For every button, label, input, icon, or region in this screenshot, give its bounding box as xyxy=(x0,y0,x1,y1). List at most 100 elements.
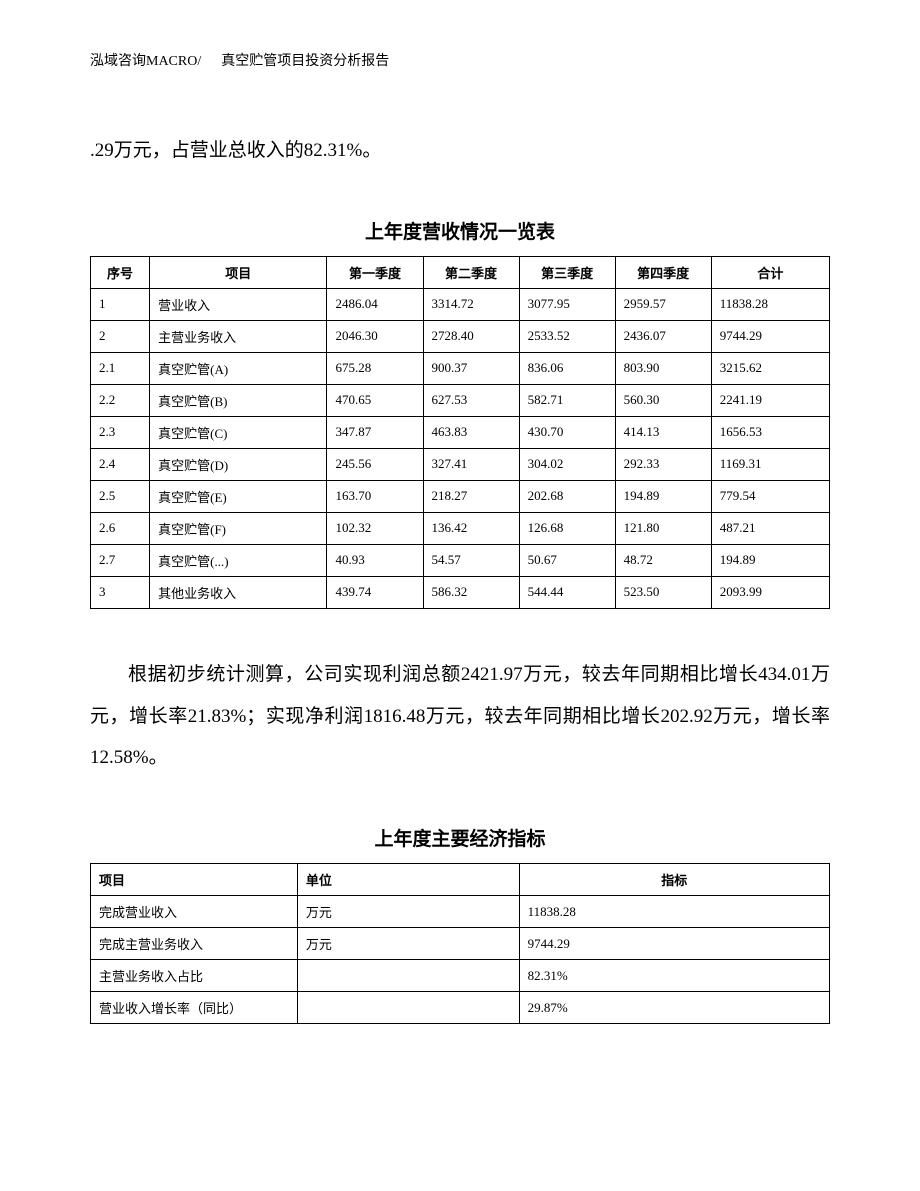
table1-title: 上年度营收情况一览表 xyxy=(90,217,830,244)
table-cell: 29.87% xyxy=(519,992,829,1024)
table-cell: 82.31% xyxy=(519,960,829,992)
table-row: 2主营业务收入2046.302728.402533.522436.079744.… xyxy=(91,320,830,352)
table-cell: 真空贮管(D) xyxy=(150,448,327,480)
table-cell: 万元 xyxy=(297,928,519,960)
table-cell: 1656.53 xyxy=(711,416,829,448)
table-cell: 304.02 xyxy=(519,448,615,480)
header-doc-title: 真空贮管项目投资分析报告 xyxy=(221,50,389,70)
col-q1: 第一季度 xyxy=(327,256,423,288)
table-cell: 40.93 xyxy=(327,544,423,576)
col-item: 项目 xyxy=(150,256,327,288)
table-cell: 48.72 xyxy=(615,544,711,576)
table-cell: 586.32 xyxy=(423,576,519,608)
col-unit: 单位 xyxy=(297,864,519,896)
table-cell: 3 xyxy=(91,576,150,608)
table-cell: 439.74 xyxy=(327,576,423,608)
table-cell: 2.6 xyxy=(91,512,150,544)
table-cell: 2.2 xyxy=(91,384,150,416)
col-indicator: 指标 xyxy=(519,864,829,896)
table-cell: 2533.52 xyxy=(519,320,615,352)
col-q2: 第二季度 xyxy=(423,256,519,288)
table-cell: 2959.57 xyxy=(615,288,711,320)
table-cell: 582.71 xyxy=(519,384,615,416)
table-cell: 2728.40 xyxy=(423,320,519,352)
table-cell: 2241.19 xyxy=(711,384,829,416)
table-cell: 121.80 xyxy=(615,512,711,544)
table-cell: 2436.07 xyxy=(615,320,711,352)
table-cell: 1 xyxy=(91,288,150,320)
table-cell: 11838.28 xyxy=(711,288,829,320)
table-cell: 真空贮管(...) xyxy=(150,544,327,576)
table-cell: 2.4 xyxy=(91,448,150,480)
table-cell: 675.28 xyxy=(327,352,423,384)
page-header: 泓域咨询MACRO/ 真空贮管项目投资分析报告 xyxy=(90,50,830,70)
table-row: 主营业务收入占比 82.31% xyxy=(91,960,830,992)
table-row: 2.1真空贮管(A)675.28900.37836.06803.903215.6… xyxy=(91,352,830,384)
table-cell: 9744.29 xyxy=(711,320,829,352)
table-cell: 2.7 xyxy=(91,544,150,576)
table-cell: 主营业务收入 xyxy=(150,320,327,352)
col-seq: 序号 xyxy=(91,256,150,288)
table-row: 完成营业收入万元11838.28 xyxy=(91,896,830,928)
table-cell: 414.13 xyxy=(615,416,711,448)
table-cell: 其他业务收入 xyxy=(150,576,327,608)
table-cell: 3215.62 xyxy=(711,352,829,384)
table-cell: 202.68 xyxy=(519,480,615,512)
header-company: 泓域咨询MACRO/ xyxy=(90,50,201,70)
table-cell: 万元 xyxy=(297,896,519,928)
table-cell: 292.33 xyxy=(615,448,711,480)
table-cell: 627.53 xyxy=(423,384,519,416)
table-cell: 803.90 xyxy=(615,352,711,384)
table-cell: 2.3 xyxy=(91,416,150,448)
table-cell: 487.21 xyxy=(711,512,829,544)
table-cell: 3077.95 xyxy=(519,288,615,320)
table-cell: 218.27 xyxy=(423,480,519,512)
table2-body: 完成营业收入万元11838.28完成主营业务收入万元9744.29主营业务收入占… xyxy=(91,896,830,1024)
table-cell: 900.37 xyxy=(423,352,519,384)
table-row: 1营业收入2486.043314.723077.952959.5711838.2… xyxy=(91,288,830,320)
table-row: 完成主营业务收入万元9744.29 xyxy=(91,928,830,960)
table-cell: 836.06 xyxy=(519,352,615,384)
table-cell: 245.56 xyxy=(327,448,423,480)
table-cell xyxy=(297,992,519,1024)
table-cell: 完成主营业务收入 xyxy=(91,928,298,960)
table-cell: 2 xyxy=(91,320,150,352)
table-cell: 470.65 xyxy=(327,384,423,416)
table-cell: 1169.31 xyxy=(711,448,829,480)
table-row: 2.3真空贮管(C)347.87463.83430.70414.131656.5… xyxy=(91,416,830,448)
table-cell: 194.89 xyxy=(615,480,711,512)
table-cell: 真空贮管(E) xyxy=(150,480,327,512)
revenue-table: 序号 项目 第一季度 第二季度 第三季度 第四季度 合计 1营业收入2486.0… xyxy=(90,256,830,609)
table-cell: 真空贮管(F) xyxy=(150,512,327,544)
table-cell: 真空贮管(B) xyxy=(150,384,327,416)
table-row: 2.5真空贮管(E)163.70218.27202.68194.89779.54 xyxy=(91,480,830,512)
economic-indicator-table: 项目 单位 指标 完成营业收入万元11838.28完成主营业务收入万元9744.… xyxy=(90,863,830,1024)
table-cell: 真空贮管(C) xyxy=(150,416,327,448)
table-cell: 2.1 xyxy=(91,352,150,384)
table-cell: 完成营业收入 xyxy=(91,896,298,928)
table-cell: 136.42 xyxy=(423,512,519,544)
table-cell: 163.70 xyxy=(327,480,423,512)
table-cell: 主营业务收入占比 xyxy=(91,960,298,992)
table-cell: 463.83 xyxy=(423,416,519,448)
table-cell: 126.68 xyxy=(519,512,615,544)
col-q4: 第四季度 xyxy=(615,256,711,288)
table-row: 3其他业务收入439.74586.32544.44523.502093.99 xyxy=(91,576,830,608)
table-row: 2.4真空贮管(D)245.56327.41304.02292.331169.3… xyxy=(91,448,830,480)
table-cell: 54.57 xyxy=(423,544,519,576)
table-cell: 3314.72 xyxy=(423,288,519,320)
table-cell: 营业收入 xyxy=(150,288,327,320)
table-row: 2.7真空贮管(...)40.9354.5750.6748.72194.89 xyxy=(91,544,830,576)
table-cell: 102.32 xyxy=(327,512,423,544)
table-header-row: 序号 项目 第一季度 第二季度 第三季度 第四季度 合计 xyxy=(91,256,830,288)
table-row: 2.6真空贮管(F)102.32136.42126.68121.80487.21 xyxy=(91,512,830,544)
table2-title: 上年度主要经济指标 xyxy=(90,824,830,851)
table-cell: 营业收入增长率（同比） xyxy=(91,992,298,1024)
paragraph-1: .29万元，占营业总收入的82.31%。 xyxy=(90,130,830,172)
table-cell: 11838.28 xyxy=(519,896,829,928)
table-cell: 560.30 xyxy=(615,384,711,416)
table-header-row: 项目 单位 指标 xyxy=(91,864,830,896)
table-row: 2.2真空贮管(B)470.65627.53582.71560.302241.1… xyxy=(91,384,830,416)
table-cell: 327.41 xyxy=(423,448,519,480)
table-cell: 2486.04 xyxy=(327,288,423,320)
